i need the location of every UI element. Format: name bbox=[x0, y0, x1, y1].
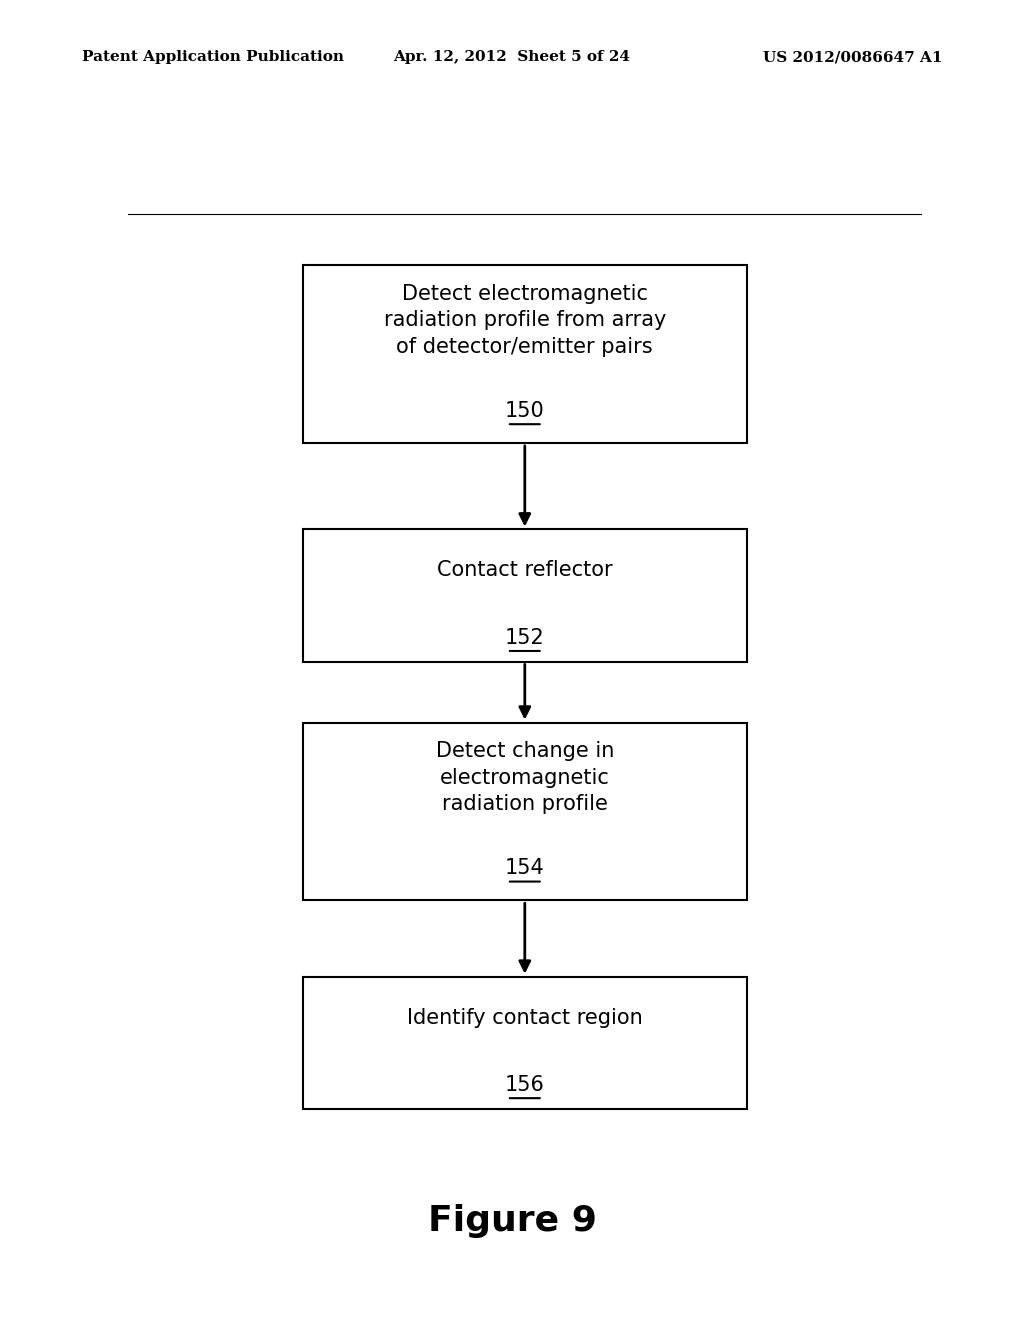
Text: 154: 154 bbox=[505, 858, 545, 878]
Text: Identify contact region: Identify contact region bbox=[407, 1007, 643, 1027]
Text: 150: 150 bbox=[505, 401, 545, 421]
Text: Detect change in
electromagnetic
radiation profile: Detect change in electromagnetic radiati… bbox=[435, 742, 614, 814]
FancyBboxPatch shape bbox=[303, 722, 748, 900]
FancyBboxPatch shape bbox=[303, 977, 748, 1109]
Text: Patent Application Publication: Patent Application Publication bbox=[82, 50, 344, 65]
FancyBboxPatch shape bbox=[303, 265, 748, 444]
FancyBboxPatch shape bbox=[303, 529, 748, 661]
Text: Detect electromagnetic
radiation profile from array
of detector/emitter pairs: Detect electromagnetic radiation profile… bbox=[384, 284, 666, 356]
Text: 156: 156 bbox=[505, 1074, 545, 1096]
Text: Figure 9: Figure 9 bbox=[427, 1204, 597, 1238]
Text: Apr. 12, 2012  Sheet 5 of 24: Apr. 12, 2012 Sheet 5 of 24 bbox=[393, 50, 631, 65]
Text: US 2012/0086647 A1: US 2012/0086647 A1 bbox=[763, 50, 942, 65]
Text: Contact reflector: Contact reflector bbox=[437, 561, 612, 581]
Text: 152: 152 bbox=[505, 628, 545, 648]
